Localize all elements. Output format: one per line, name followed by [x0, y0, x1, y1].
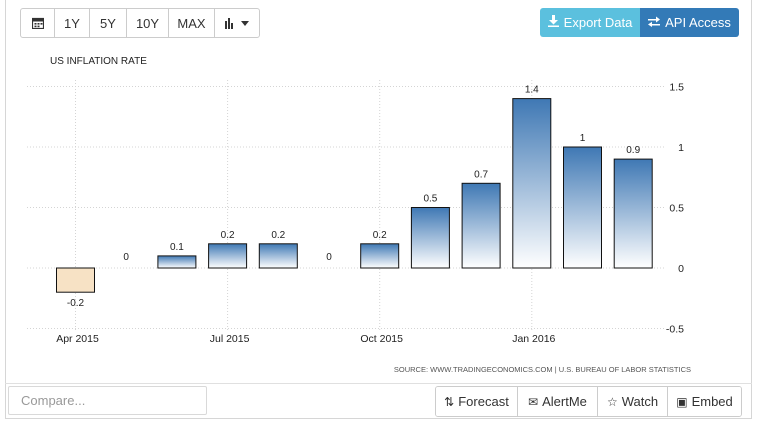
chart-title: US INFLATION RATE	[50, 56, 147, 67]
bar[interactable]	[56, 267, 95, 293]
exchange-icon	[648, 16, 661, 30]
y-tick-label: 0.5	[669, 203, 684, 215]
compare-input[interactable]	[8, 386, 207, 415]
embed-label: Embed	[691, 394, 733, 409]
bar[interactable]	[563, 146, 602, 269]
footer-divider	[5, 383, 752, 384]
bar-value-label: 0.2	[221, 230, 235, 241]
range-toolbar: 1Y 5Y 10Y MAX	[20, 8, 260, 38]
bar-value-label: 0.7	[474, 169, 488, 180]
alertme-label: AlertMe	[542, 394, 587, 409]
download-icon	[547, 15, 559, 30]
bar[interactable]	[360, 243, 400, 269]
api-access-button[interactable]: API Access	[640, 8, 739, 37]
forecast-label: Forecast	[458, 394, 509, 409]
bar[interactable]	[258, 243, 298, 269]
star-icon: ☆	[606, 394, 618, 409]
bar-value-label: 1.4	[525, 85, 539, 96]
watch-label: Watch	[621, 394, 659, 409]
watch-button[interactable]: ☆ Watch	[598, 387, 668, 416]
x-tick-label: Jul 2015	[210, 333, 250, 345]
y-tick-label: 1	[678, 142, 684, 154]
y-tick-label: 1.5	[669, 82, 684, 94]
bar[interactable]	[613, 158, 653, 269]
alertme-button[interactable]: ✉ AlertMe	[518, 387, 598, 416]
bar[interactable]	[208, 243, 248, 269]
range-max-button[interactable]: MAX	[169, 9, 215, 37]
bar-chart-icon	[225, 17, 233, 29]
bar-value-label: 0	[123, 252, 129, 263]
x-tick-label: Jan 2016	[512, 333, 555, 345]
bar[interactable]	[461, 182, 501, 269]
range-10y-button[interactable]: 10Y	[127, 9, 169, 37]
bar-value-label: 0.1	[170, 242, 184, 253]
export-data-button[interactable]: Export Data	[540, 8, 640, 37]
api-access-label: API Access	[665, 15, 731, 30]
inflation-bar-chart: US INFLATION RATE -0.2 0 0.1 0.2 0.2 0 0.2 0.5 0…	[27, 56, 691, 374]
caret-down-icon	[241, 20, 249, 26]
chart-panel	[5, 0, 752, 419]
range-1y-button[interactable]: 1Y	[55, 9, 90, 37]
envelope-icon: ✉	[528, 394, 539, 409]
bar-value-label: 0.5	[423, 194, 437, 205]
calendar-icon	[31, 17, 44, 29]
y-tick-label: -0.5	[666, 324, 684, 336]
bar-value-label: 0.2	[271, 230, 285, 241]
bar[interactable]	[410, 207, 450, 269]
x-tick-label: Apr 2015	[56, 333, 99, 345]
y-tick-label: 0	[678, 263, 684, 275]
chart-type-dropdown[interactable]	[215, 9, 259, 37]
bar[interactable]	[512, 98, 552, 269]
bar-value-label: 1	[580, 133, 586, 144]
bar-value-label: -0.2	[67, 298, 85, 309]
x-tick-label: Oct 2015	[360, 333, 403, 345]
export-data-label: Export Data	[563, 15, 633, 30]
chart-area: US INFLATION RATE -0.2 0 0.1 0.2 0.2 0 0.2 0.5 0…	[27, 56, 691, 374]
bar-value-label: 0.2	[373, 230, 387, 241]
sort-arrows-icon: ⇅	[444, 394, 455, 409]
calendar-button[interactable]	[21, 9, 55, 37]
bar-value-label: 0	[326, 252, 332, 263]
forecast-button[interactable]: ⇅ Forecast	[436, 387, 518, 416]
image-icon: ▣	[676, 394, 688, 409]
embed-button[interactable]: ▣ Embed	[668, 387, 741, 416]
range-5y-button[interactable]: 5Y	[90, 9, 127, 37]
chart-source: SOURCE: WWW.TRADINGECONOMICS.COM | U.S. …	[394, 365, 691, 374]
bar[interactable]	[157, 255, 197, 269]
action-buttons: ⇅ Forecast ✉ AlertMe ☆ Watch ▣ Embed	[435, 386, 742, 417]
bar-value-label: 0.9	[626, 145, 640, 156]
